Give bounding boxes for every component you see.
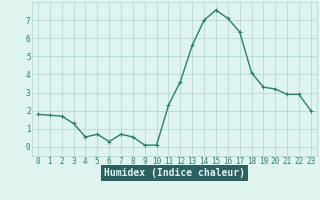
X-axis label: Humidex (Indice chaleur): Humidex (Indice chaleur) xyxy=(104,168,245,178)
